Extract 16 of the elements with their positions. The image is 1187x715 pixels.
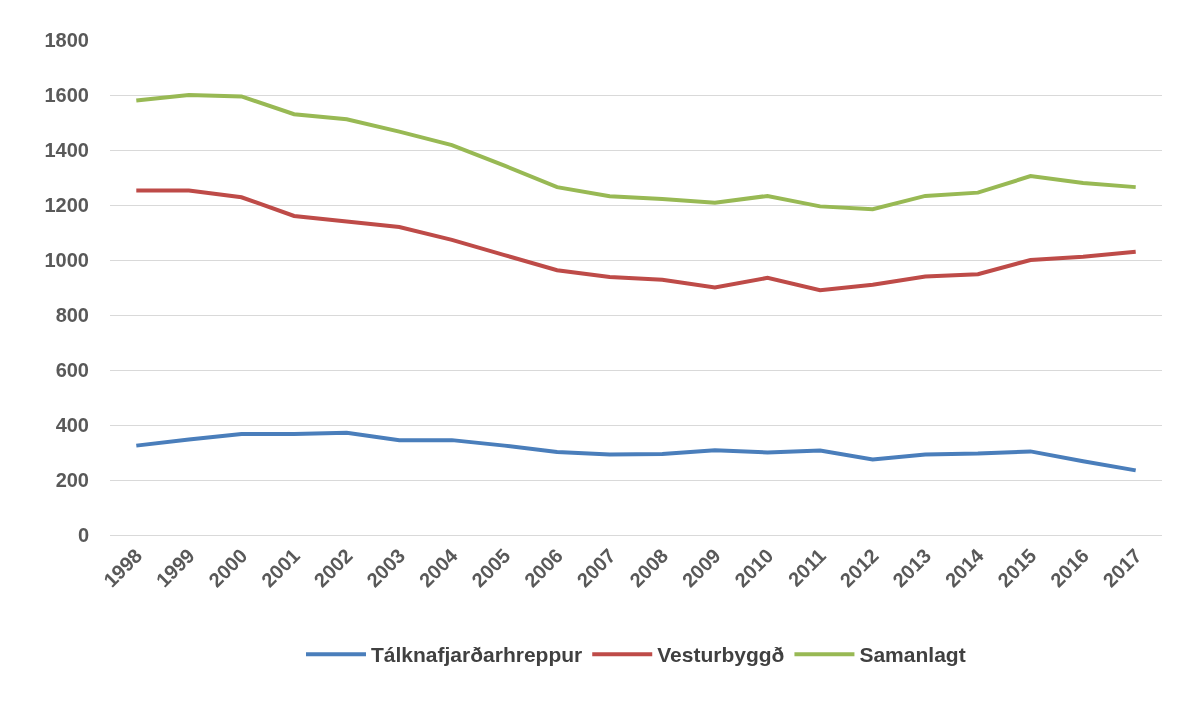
y-tick-label: 200 <box>55 469 89 491</box>
line-series <box>134 430 1138 473</box>
y-tick-label: 0 <box>77 524 89 546</box>
y-tick-label: 800 <box>55 304 89 326</box>
y-tick-label: 1400 <box>44 139 89 161</box>
legend-label: Tálknafjarðarhreppur <box>371 643 583 667</box>
y-tick-label: 1200 <box>44 194 89 216</box>
y-tick-label: 1000 <box>44 249 89 271</box>
y-tick-label: 1600 <box>44 84 89 106</box>
legend-label: Vesturbyggð <box>657 643 785 667</box>
y-tick-label: 600 <box>55 359 89 381</box>
y-tick-label: 1800 <box>44 29 89 51</box>
line-series <box>134 188 1138 293</box>
legend-label: Samanlagt <box>859 643 966 667</box>
line-series <box>134 93 1138 212</box>
y-tick-label: 400 <box>55 414 89 436</box>
